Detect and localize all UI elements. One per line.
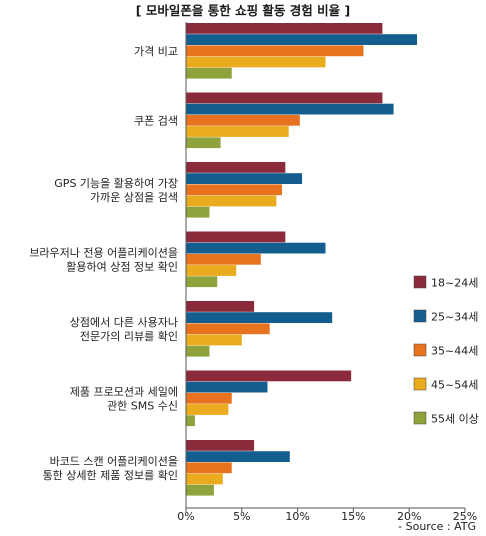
bar-7-series-1 bbox=[186, 440, 255, 451]
legend-swatch-4 bbox=[413, 377, 427, 391]
bar-1-series-4 bbox=[186, 56, 326, 68]
legend-label-2: 25~34세 bbox=[431, 311, 478, 324]
bar-7-series-3 bbox=[186, 462, 232, 474]
bar-4-series-4 bbox=[186, 265, 237, 276]
category-label-1-line-1: 가격 비교 bbox=[134, 45, 178, 58]
category-label-7-line-1: 바코드 스캔 어플리케이션을 bbox=[50, 455, 178, 468]
bar-7-series-2 bbox=[186, 451, 290, 462]
x-tick-label-3: 10% bbox=[285, 510, 309, 523]
bar-6-series-4 bbox=[186, 404, 229, 415]
legend-swatch-2 bbox=[413, 309, 427, 323]
category-label-4-line-1: 브라우저나 전용 어플리케이션을 bbox=[29, 247, 178, 260]
x-tick-label-1: 0% bbox=[177, 510, 194, 523]
x-tick-label-2: 5% bbox=[233, 510, 250, 523]
category-label-6-line-1: 제품 프로모션과 세일에 bbox=[70, 385, 178, 399]
bar-3-series-3 bbox=[186, 184, 282, 196]
category-label-5-line-2: 전문가의 리뷰를 확인 bbox=[80, 330, 178, 343]
bar-5-series-1 bbox=[186, 301, 255, 312]
x-tick-label-6: 25% bbox=[453, 510, 477, 523]
bar-4-series-3 bbox=[186, 253, 261, 265]
legend-label-5: 55세 이상 bbox=[431, 413, 479, 426]
bar-5-series-5 bbox=[186, 345, 210, 357]
legend-swatch-1 bbox=[413, 275, 427, 289]
legend-swatch-3 bbox=[413, 343, 427, 357]
category-label-5-line-1: 상점에서 다른 사용자나 bbox=[70, 316, 178, 329]
bar-5-series-3 bbox=[186, 323, 270, 335]
bar-2-series-5 bbox=[186, 137, 221, 149]
category-label-6-line-2: 관한 SMS 수신 bbox=[107, 400, 178, 413]
chart-title: [ 모바일폰을 통한 쇼핑 활동 경험 비율 ] bbox=[136, 3, 350, 18]
legend-swatch-5 bbox=[413, 411, 427, 425]
bar-6-series-1 bbox=[186, 370, 352, 382]
category-label-3-line-1: GPS 기능을 활용하여 가장 bbox=[54, 176, 178, 190]
bar-6-series-2 bbox=[186, 381, 268, 393]
bar-5-series-4 bbox=[186, 334, 242, 346]
bar-7-series-4 bbox=[186, 473, 223, 485]
legend-label-1: 18~24세 bbox=[431, 277, 478, 290]
bar-4-series-5 bbox=[186, 276, 218, 288]
bar-5-series-2 bbox=[186, 312, 333, 323]
legend: 18~24세 25~34세 35~44세 45~54세 55세 이상 bbox=[413, 275, 479, 426]
category-label-7-line-2: 통한 상세한 제품 정보를 확인 bbox=[43, 469, 178, 482]
category-label-3-line-2: 가까운 상점을 검색 bbox=[90, 191, 178, 204]
bar-6-series-3 bbox=[186, 392, 232, 404]
source-note: - Source : ATG bbox=[398, 520, 476, 533]
bar-4-series-2 bbox=[186, 242, 326, 254]
bar-1-series-2 bbox=[186, 34, 418, 45]
bar-6-series-5 bbox=[186, 415, 195, 427]
bar-1-series-1 bbox=[186, 23, 383, 34]
bar-4-series-1 bbox=[186, 231, 286, 243]
legend-label-3: 35~44세 bbox=[431, 345, 478, 358]
category-label-4-line-2: 활용하여 상점 정보 확인 bbox=[66, 260, 178, 274]
bar-2-series-2 bbox=[186, 103, 394, 115]
bar-3-series-2 bbox=[186, 173, 303, 184]
bar-1-series-5 bbox=[186, 67, 232, 79]
bar-3-series-5 bbox=[186, 206, 210, 218]
bar-2-series-4 bbox=[186, 126, 289, 137]
bar-3-series-1 bbox=[186, 162, 286, 173]
bar-2-series-3 bbox=[186, 114, 300, 126]
category-label-2-line-1: 쿠폰 검색 bbox=[134, 115, 178, 128]
x-tick-label-5: 20% bbox=[397, 510, 421, 523]
x-tick-label-4: 15% bbox=[341, 510, 365, 523]
legend-label-4: 45~54세 bbox=[431, 379, 478, 392]
bar-3-series-4 bbox=[186, 195, 277, 207]
bar-2-series-1 bbox=[186, 92, 383, 104]
bar-7-series-5 bbox=[186, 484, 214, 496]
bar-1-series-3 bbox=[186, 45, 364, 57]
